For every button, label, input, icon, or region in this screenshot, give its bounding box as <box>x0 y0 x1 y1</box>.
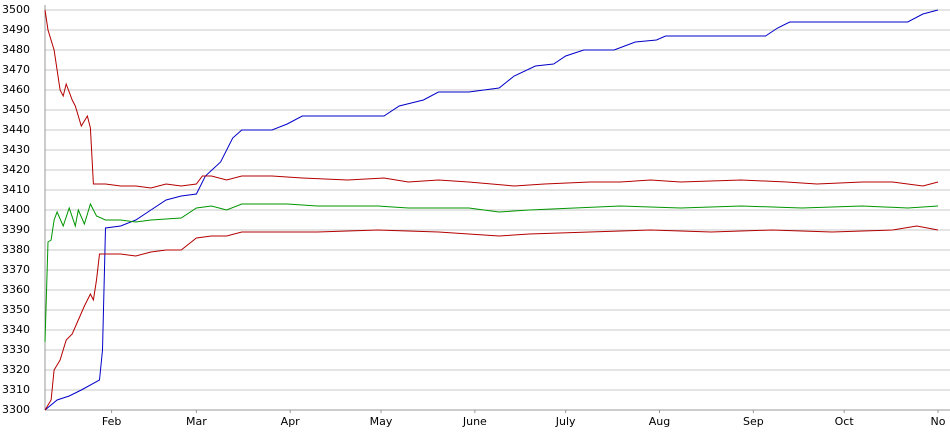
y-tick-label: 3480 <box>2 43 30 56</box>
x-tick-label: May <box>370 415 393 428</box>
y-tick-label: 3350 <box>2 303 30 316</box>
y-tick-label: 3320 <box>2 363 30 376</box>
y-tick-label: 3490 <box>2 23 30 36</box>
x-tick-label: Feb <box>102 415 121 428</box>
y-tick-label: 3360 <box>2 283 30 296</box>
y-tick-label: 3310 <box>2 383 30 396</box>
x-tick-label: No <box>931 415 946 428</box>
y-tick-label: 3330 <box>2 343 30 356</box>
series-line <box>44 202 939 343</box>
x-tick-label: Oct <box>835 415 855 428</box>
y-tick-label: 3500 <box>2 3 30 16</box>
y-tick-label: 3460 <box>2 83 30 96</box>
x-tick-label: Mar <box>186 415 207 428</box>
series-line <box>44 225 939 411</box>
x-tick-label: June <box>462 415 487 428</box>
y-tick-label: 3390 <box>2 223 30 236</box>
y-tick-label: 3370 <box>2 263 30 276</box>
y-tick-label: 3300 <box>2 403 30 416</box>
y-tick-label: 3430 <box>2 143 30 156</box>
x-tick-label: Sep <box>743 415 764 428</box>
series-line <box>44 9 939 411</box>
y-tick-label: 3440 <box>2 123 30 136</box>
y-tick-label: 3380 <box>2 243 30 256</box>
x-tick-label: Aug <box>649 415 670 428</box>
y-tick-label: 3400 <box>2 203 30 216</box>
y-tick-label: 3410 <box>2 183 30 196</box>
x-tick-label: July <box>555 415 576 428</box>
series-line <box>44 9 939 189</box>
y-tick-label: 3470 <box>2 63 30 76</box>
y-tick-label: 3450 <box>2 103 30 116</box>
y-tick-label: 3340 <box>2 323 30 336</box>
x-tick-label: Apr <box>281 415 301 428</box>
y-tick-label: 3420 <box>2 163 30 176</box>
